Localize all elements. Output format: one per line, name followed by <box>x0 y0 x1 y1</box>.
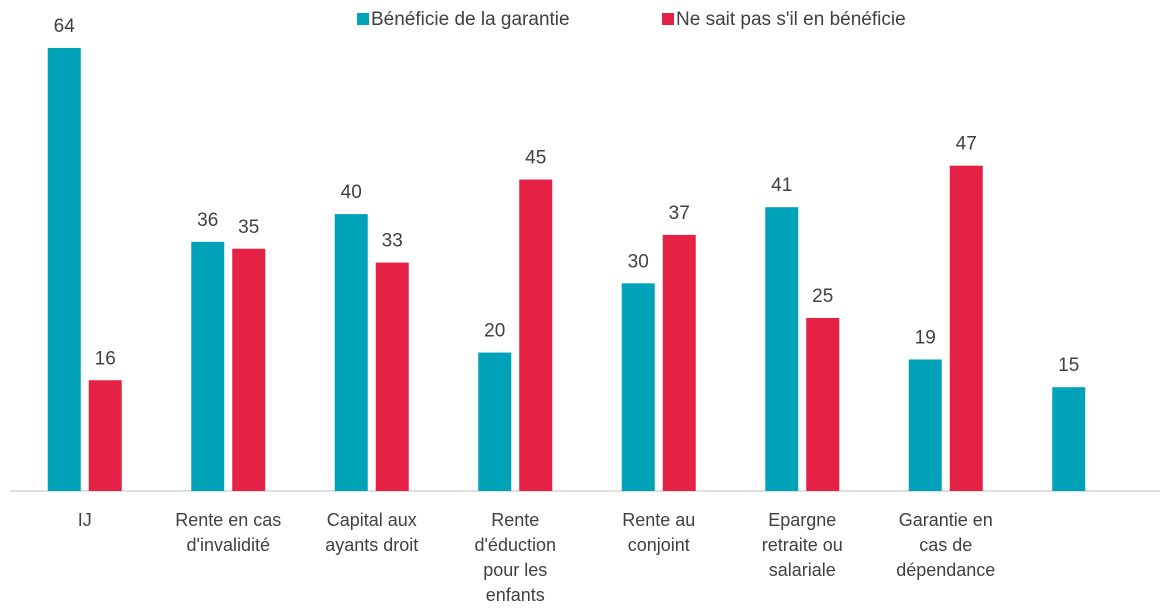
value-label: 19 <box>915 328 936 349</box>
value-label: 35 <box>238 217 259 238</box>
value-label: 33 <box>382 231 403 252</box>
value-label: 16 <box>95 348 116 369</box>
value-label: 47 <box>956 134 977 155</box>
legend-label: Ne sait pas s'il en bénéficie <box>676 9 906 30</box>
bar <box>662 234 696 491</box>
value-label: 15 <box>1058 355 1079 376</box>
bar <box>375 262 409 491</box>
value-label: 41 <box>771 175 792 196</box>
bar <box>908 359 942 491</box>
value-label: 45 <box>525 148 546 169</box>
x-tick-label: Rente d'éduction pour les enfants <box>474 510 556 605</box>
bar <box>1052 387 1086 491</box>
bar <box>806 317 840 491</box>
value-label: 40 <box>341 182 362 203</box>
legend-label: Bénéficie de la garantie <box>371 9 570 30</box>
bar <box>47 48 81 491</box>
x-tick-label: Rente en cas d'invalidité <box>175 510 282 555</box>
bar <box>88 380 122 491</box>
bar <box>621 283 655 491</box>
legend-swatch <box>662 13 674 25</box>
bar <box>519 179 553 491</box>
value-label: 20 <box>484 321 505 342</box>
x-tick-label: Rente au conjoint <box>622 510 696 555</box>
bar <box>232 248 266 491</box>
x-tick-label: IJ <box>77 510 92 530</box>
value-label: 30 <box>628 251 649 272</box>
x-tick-label: Garantie en cas de dépendance <box>896 510 996 580</box>
legend-swatch <box>357 13 369 25</box>
value-label: 36 <box>197 210 218 231</box>
bar <box>478 352 512 491</box>
x-tick-label: Capital aux ayants droit <box>325 510 419 555</box>
bar <box>191 241 225 491</box>
value-label: 25 <box>812 286 833 307</box>
value-label: 37 <box>669 203 690 224</box>
bar <box>949 165 983 491</box>
x-tick-label: Epargne retraite ou salariale <box>761 510 843 580</box>
bar <box>334 214 368 491</box>
bar <box>765 207 799 491</box>
value-label: 64 <box>54 16 76 37</box>
